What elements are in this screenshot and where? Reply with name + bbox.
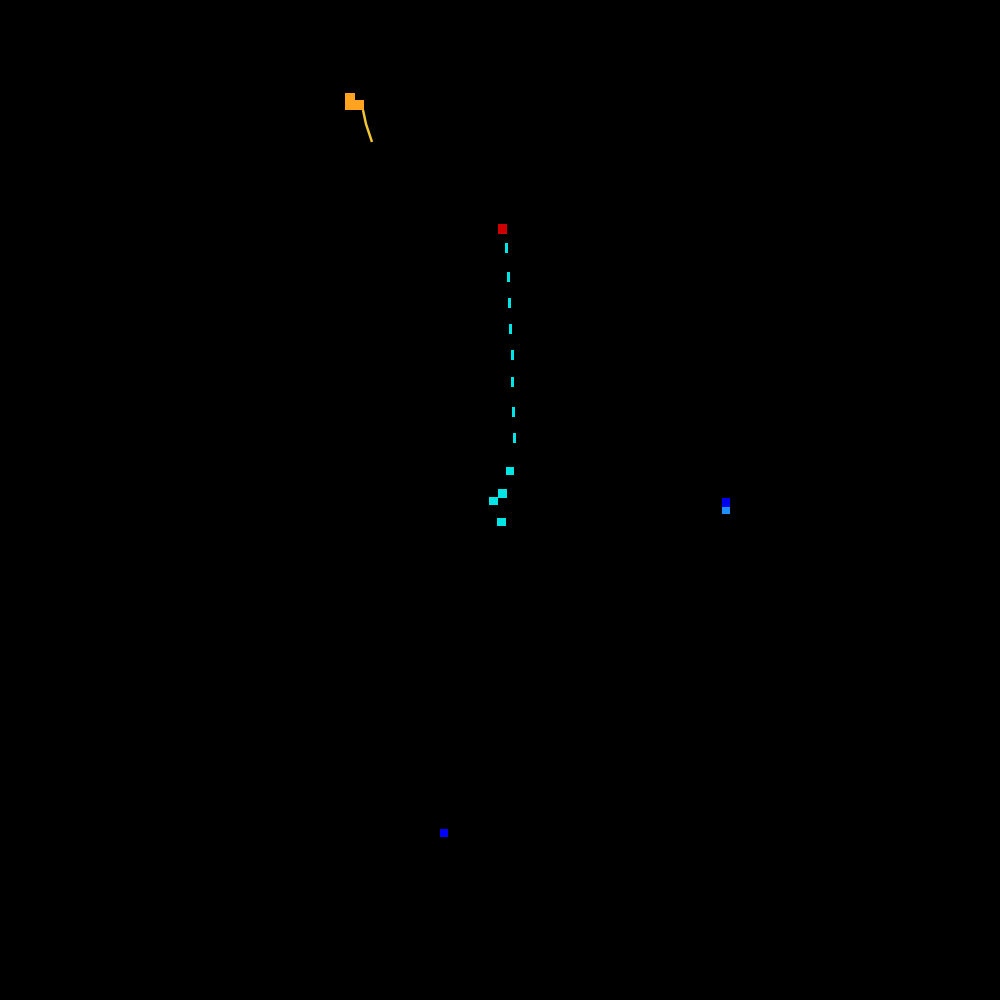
blue-block	[440, 829, 448, 837]
yellow-streak	[361, 109, 374, 143]
cyan-tracer-dash-7	[512, 407, 515, 417]
cyan-tracer-dash-5	[511, 350, 514, 360]
cyan-tracer-dash-6	[511, 377, 514, 387]
blue-enemy-bottom-half	[722, 507, 730, 514]
cyan-tracer-dash-2	[507, 272, 510, 282]
cyan-tracer-dash-1	[505, 243, 508, 253]
cyan-debris-block-2	[498, 489, 507, 498]
cyan-tracer-dash-8	[513, 433, 516, 443]
red-enemy-block	[498, 224, 507, 234]
blue-enemy-top-half	[722, 498, 730, 507]
cyan-debris-block-1	[506, 467, 514, 475]
cyan-debris-block-3	[489, 497, 498, 505]
cyan-debris-block-4	[497, 518, 506, 526]
cyan-tracer-dash-4	[509, 324, 512, 334]
orange-bolt-head-tab	[345, 93, 355, 100]
orange-bolt-head-body	[345, 100, 364, 110]
cyan-tracer-dash-3	[508, 298, 511, 308]
